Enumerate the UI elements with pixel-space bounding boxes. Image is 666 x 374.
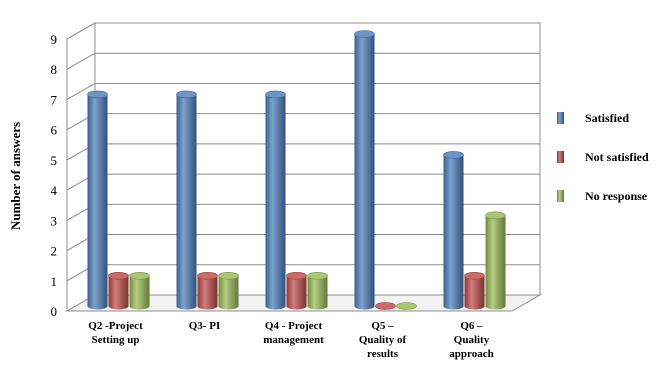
bar-body bbox=[443, 154, 464, 310]
bar-body bbox=[485, 215, 506, 310]
bar-cap bbox=[87, 90, 108, 99]
y-tick-label-6: 6 bbox=[51, 123, 58, 138]
bar-cap bbox=[443, 151, 464, 159]
bar-cap bbox=[307, 271, 328, 280]
legend-item-not-satisfied: Not satisfied bbox=[557, 150, 649, 164]
y-axis-title: Number of answers bbox=[8, 122, 23, 230]
x-tick-label-1: Q2 -Project Setting up bbox=[88, 320, 143, 346]
chart-walls bbox=[65, 22, 542, 312]
bar-satisfied-5 bbox=[443, 151, 464, 310]
legend-item-no-response: No response bbox=[557, 189, 648, 203]
bar-body bbox=[265, 94, 286, 310]
legend-label: Satisfied bbox=[585, 111, 629, 125]
bar-cap bbox=[485, 211, 506, 220]
bar-body bbox=[218, 275, 239, 310]
bar-no-response-2 bbox=[218, 271, 239, 310]
bar-not-satisfied-1 bbox=[108, 271, 129, 310]
bar-no-response-5 bbox=[485, 211, 506, 310]
bar-cap bbox=[108, 271, 129, 280]
y-tick-label-1: 1 bbox=[51, 274, 58, 289]
bar-body bbox=[108, 275, 129, 310]
bar-not-satisfied-5 bbox=[464, 271, 485, 310]
bar-cap bbox=[375, 302, 396, 310]
y-tick-label-3: 3 bbox=[51, 213, 58, 228]
gridline-8 bbox=[66, 52, 540, 70]
bar-body bbox=[129, 275, 150, 310]
x-tick-label-2: Q3- PI bbox=[189, 320, 220, 332]
bar-satisfied-2 bbox=[176, 90, 197, 310]
bar-body bbox=[354, 34, 375, 310]
bar-cap bbox=[218, 271, 239, 280]
bar-body bbox=[87, 94, 108, 310]
y-tick-label-4: 4 bbox=[51, 183, 58, 198]
bar-cap bbox=[286, 271, 307, 280]
bar-not-satisfied-2 bbox=[197, 271, 218, 310]
y-tick-label-0: 0 bbox=[51, 304, 58, 319]
bar-cap bbox=[396, 302, 417, 310]
bars bbox=[87, 30, 506, 310]
legend-label: Not satisfied bbox=[585, 150, 649, 164]
x-tick-label-5: Q6 – Quality approach bbox=[449, 320, 493, 360]
legend-swatch bbox=[557, 190, 564, 202]
x-tick-label-4: Q5 – Quality of results bbox=[359, 320, 407, 360]
legend-swatch bbox=[557, 112, 564, 124]
bar-cap bbox=[129, 271, 150, 280]
legend-item-satisfied: Satisfied bbox=[557, 111, 629, 125]
legend-label: No response bbox=[585, 189, 648, 203]
y-tick-label-8: 8 bbox=[51, 62, 58, 77]
bar-cap bbox=[265, 90, 286, 99]
bar-satisfied-4 bbox=[354, 30, 375, 310]
bar-body bbox=[176, 94, 197, 310]
bar-not-satisfied-4 bbox=[375, 302, 396, 310]
x-axis-labels: Q2 -Project Setting up Q3- PI Q4 - Project m… bbox=[88, 320, 493, 360]
y-tick-label-7: 7 bbox=[51, 92, 58, 107]
bar-not-satisfied-3 bbox=[286, 271, 307, 310]
bar-body bbox=[464, 275, 485, 310]
bar-satisfied-3 bbox=[265, 90, 286, 310]
bar-cap bbox=[176, 90, 197, 99]
bar-no-response-1 bbox=[129, 271, 150, 310]
back-wall bbox=[94, 22, 541, 296]
bar-body bbox=[197, 275, 218, 310]
bar-cap bbox=[197, 271, 218, 280]
bar-no-response-3 bbox=[307, 271, 328, 310]
bar-cap bbox=[464, 271, 485, 280]
bar-no-response-4 bbox=[396, 302, 417, 310]
bar-satisfied-1 bbox=[87, 90, 108, 310]
y-tick-label-9: 9 bbox=[51, 32, 58, 47]
y-axis-ticks: 0 1 2 3 4 5 6 7 8 9 bbox=[51, 32, 58, 319]
legend-swatch bbox=[557, 151, 564, 163]
x-tick-label-3: Q4 - Project management bbox=[263, 320, 324, 346]
legend: Satisfied Not satisfied No response bbox=[557, 111, 649, 203]
gridline-7 bbox=[66, 82, 540, 100]
y-tick-label-5: 5 bbox=[51, 153, 58, 168]
gridline-9 bbox=[66, 22, 540, 40]
y-tick-label-2: 2 bbox=[51, 244, 58, 259]
bar-cap bbox=[354, 30, 375, 38]
bar-body bbox=[286, 275, 307, 310]
bar-body bbox=[307, 275, 328, 310]
